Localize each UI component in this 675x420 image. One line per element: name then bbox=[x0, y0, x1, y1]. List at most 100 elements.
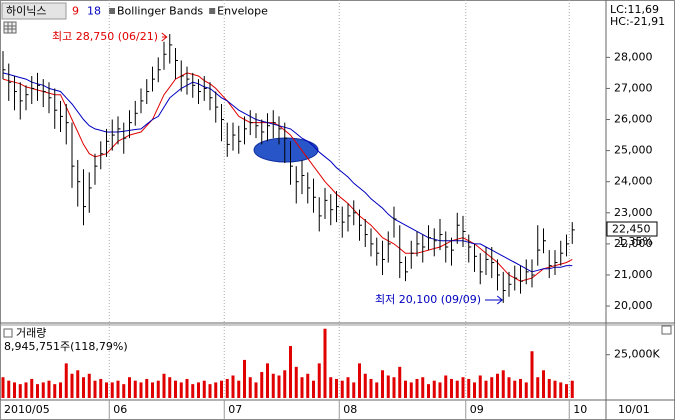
panel-icon bbox=[3, 328, 13, 338]
volume-bar bbox=[444, 375, 448, 398]
indicator-icon bbox=[109, 8, 115, 14]
volume-bar bbox=[438, 382, 442, 398]
volume-bar bbox=[352, 382, 356, 398]
volume-bar bbox=[398, 366, 402, 398]
volume-bar bbox=[93, 380, 97, 398]
volume-bar bbox=[151, 382, 154, 398]
y-tick-label: 25,000K bbox=[614, 348, 660, 361]
panel-button[interactable] bbox=[661, 325, 672, 335]
volume-bar bbox=[335, 378, 338, 398]
volume-bar bbox=[542, 370, 545, 398]
y-tick-label: 25,000 bbox=[614, 144, 653, 157]
volume-bar bbox=[524, 382, 528, 398]
volume-bar bbox=[346, 377, 350, 398]
volume-bar bbox=[289, 346, 292, 398]
volume-bar bbox=[392, 377, 396, 398]
annotation-arrow bbox=[161, 32, 168, 42]
volume-bar bbox=[248, 377, 252, 398]
last-price: 22,450 bbox=[612, 223, 651, 236]
x-tick-label: 08 bbox=[343, 403, 357, 416]
volume-bar bbox=[133, 380, 137, 398]
indicator-label: Envelope bbox=[217, 5, 268, 18]
volume-bar bbox=[260, 372, 264, 398]
volume-bar bbox=[461, 377, 465, 398]
volume-bar bbox=[168, 377, 172, 398]
current-date: 10/01 bbox=[618, 403, 650, 416]
y-tick-label: 24,000 bbox=[614, 175, 653, 188]
volume-bar bbox=[243, 359, 246, 398]
table-icon[interactable] bbox=[3, 21, 17, 34]
table-icon-grid bbox=[4, 22, 16, 33]
volume-bar bbox=[427, 384, 430, 398]
x-tick-label: 06 bbox=[113, 403, 127, 416]
volume-bar bbox=[237, 380, 241, 398]
volume-bar bbox=[404, 380, 407, 398]
volume-bar bbox=[473, 382, 476, 398]
volume-bar bbox=[197, 382, 200, 398]
x-tick-label: 2010/05 bbox=[4, 403, 50, 416]
volume-bar bbox=[59, 382, 62, 398]
volume-bar bbox=[220, 380, 223, 398]
volume-bar bbox=[409, 382, 413, 398]
volume-bar bbox=[507, 377, 511, 398]
stock-name-box bbox=[1, 2, 67, 20]
last-price-box bbox=[606, 221, 658, 237]
volume-bar bbox=[191, 384, 195, 398]
indicator-label: Bollinger Bands bbox=[117, 5, 203, 18]
volume-bar bbox=[277, 375, 281, 398]
volume-bar bbox=[300, 377, 304, 398]
y-tick-label: 26,000 bbox=[614, 113, 653, 126]
volume-bar bbox=[174, 380, 177, 398]
volume-bar bbox=[87, 373, 91, 398]
annotation-arrow bbox=[485, 295, 504, 305]
volume-bar bbox=[53, 384, 57, 398]
volume-bar bbox=[1, 377, 5, 398]
y-tick-label: 23,000 bbox=[614, 206, 653, 219]
volume-bar bbox=[18, 384, 22, 398]
volume-bar bbox=[162, 373, 166, 398]
y-tick-label: 22,000 bbox=[614, 237, 653, 250]
volume-bar bbox=[231, 375, 235, 398]
volume-bar bbox=[565, 384, 568, 398]
volume-bar bbox=[490, 377, 494, 398]
volume-bar bbox=[24, 382, 28, 398]
volume-bar bbox=[358, 363, 361, 398]
stock-name: 하이닉스 bbox=[6, 4, 46, 18]
volume-bar bbox=[99, 378, 103, 398]
volume-bar bbox=[266, 363, 269, 398]
moving-average bbox=[2, 72, 573, 273]
volume-bar bbox=[496, 373, 499, 398]
volume-bar bbox=[116, 380, 120, 398]
volume-bar bbox=[519, 378, 522, 398]
volume-bar bbox=[323, 328, 327, 398]
volume-bar bbox=[294, 366, 298, 398]
volume-bar bbox=[254, 382, 258, 398]
indicator-icon bbox=[209, 8, 216, 14]
volume-bar bbox=[329, 377, 333, 398]
volume-bar bbox=[202, 380, 206, 398]
volume-bar bbox=[363, 373, 367, 398]
legend-entry: 9 bbox=[72, 5, 79, 18]
volume-bar bbox=[64, 363, 68, 398]
volume-bar bbox=[70, 373, 74, 398]
volume-bar bbox=[501, 370, 505, 398]
volume-bar bbox=[547, 378, 551, 398]
volume-bar bbox=[450, 378, 453, 398]
y-tick-label: 27,000 bbox=[614, 81, 653, 94]
volume-bar bbox=[559, 382, 563, 398]
volume-bar bbox=[139, 382, 143, 398]
volume-title: 거래량 bbox=[16, 327, 46, 340]
volume-bar bbox=[375, 382, 379, 398]
volume-bar bbox=[145, 378, 149, 398]
info-label: LC:11,69 bbox=[610, 3, 659, 16]
volume-bar bbox=[47, 380, 51, 398]
volume-bar bbox=[513, 380, 517, 398]
x-tick-label: 10 bbox=[573, 403, 587, 416]
y-tick-label: 21,000 bbox=[614, 268, 653, 281]
annotation: 최저 20,100 (09/09) bbox=[375, 293, 481, 306]
volume-bar bbox=[283, 370, 287, 398]
x-tick-label: 09 bbox=[470, 403, 484, 416]
volume-bar bbox=[536, 377, 540, 398]
volume-bar bbox=[432, 380, 436, 398]
